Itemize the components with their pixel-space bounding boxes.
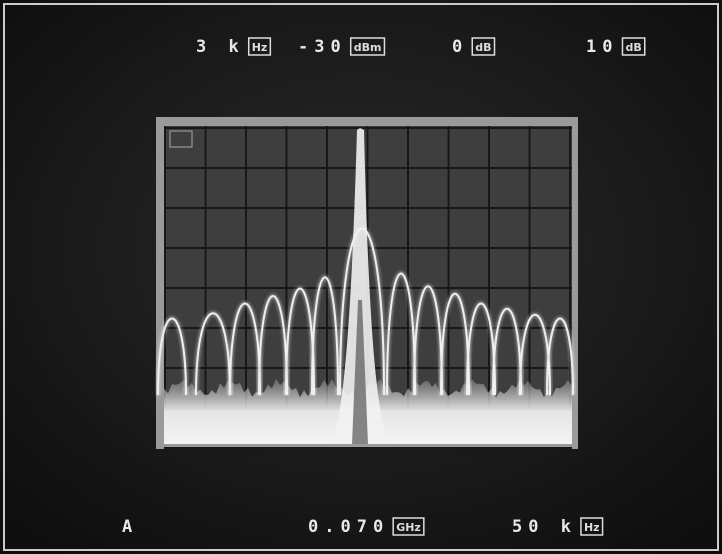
readout-unit: dB — [475, 41, 491, 54]
readout-value: 3 k — [196, 37, 245, 57]
readout-unit: dB — [625, 41, 641, 54]
readout-unit: Hz — [252, 41, 268, 54]
readout-value: 0.070 — [308, 517, 389, 537]
readout-value: 10 — [586, 37, 618, 57]
readout-unit: GHz — [396, 521, 421, 534]
readout-value: 50 k — [512, 517, 577, 537]
readout-value: A — [122, 517, 138, 537]
readout-unit: dBm — [354, 41, 382, 54]
readout-value: 0 — [452, 37, 468, 57]
readout-value: -30 — [298, 37, 347, 57]
page: 3 kHz-30dBm0dB10dBA0.070GHz50 kHz (() =>… — [0, 0, 722, 554]
readout-unit: Hz — [584, 521, 600, 534]
analyzer-photo: 3 k Hz -30 dBm 0 dB 10 dB A 0.070 GHz 50 k Hz — [0, 0, 722, 554]
